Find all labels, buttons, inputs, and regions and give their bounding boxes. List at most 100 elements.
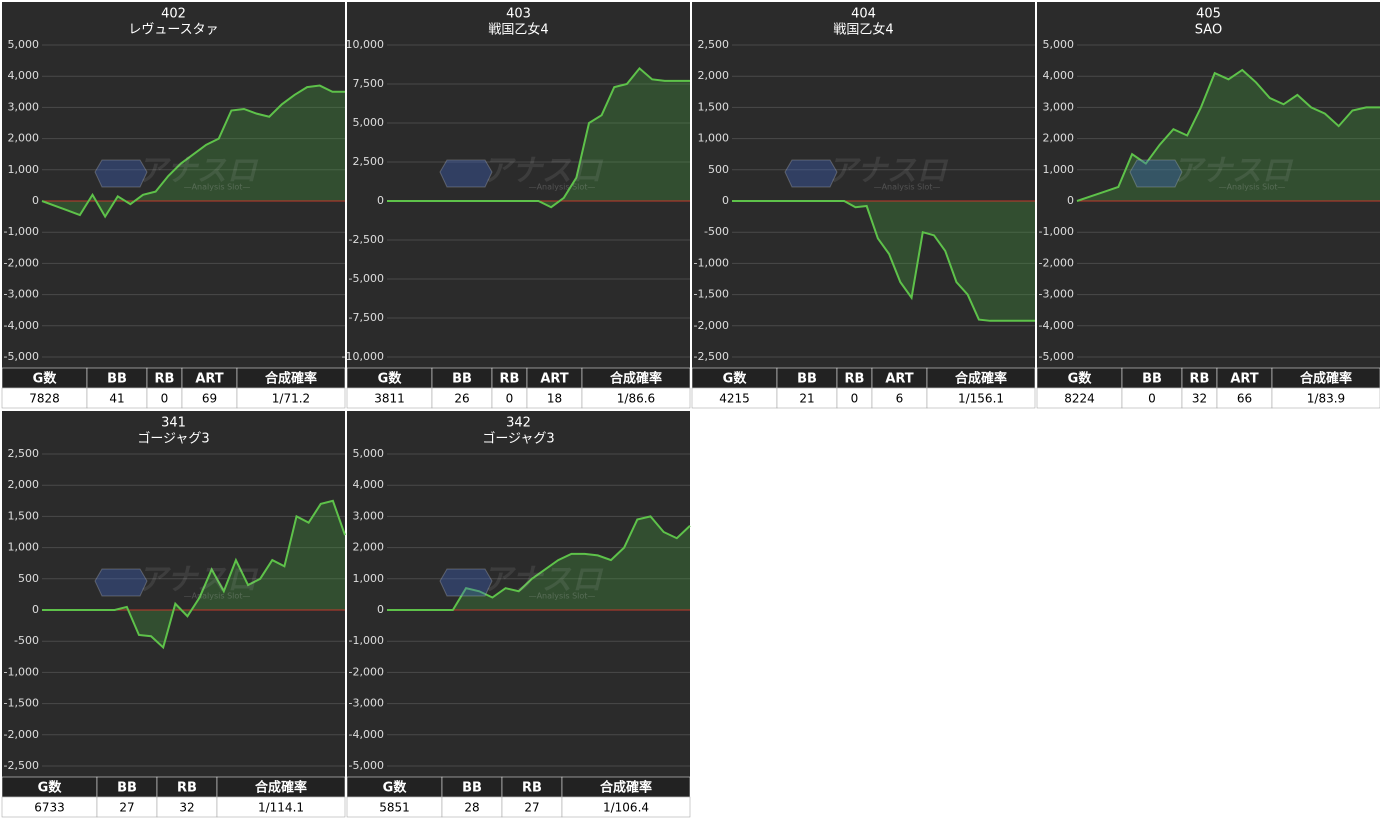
- table-header: 合成確率: [955, 371, 1007, 387]
- watermark-sub: —Analysis Slot—: [1219, 183, 1286, 192]
- y-tick-label: 0: [722, 194, 729, 207]
- panel-bg: [2, 2, 345, 368]
- y-tick-label: 1,000: [8, 163, 40, 176]
- table-value: 1/156.1: [958, 392, 1004, 406]
- table-value: 5851: [379, 801, 410, 815]
- table-header: G数: [33, 371, 58, 387]
- y-tick-label: 3,000: [353, 509, 385, 522]
- y-tick-label: -4,000: [349, 728, 384, 741]
- watermark-logo: アナスロ: [1172, 154, 1293, 189]
- table-value: 6: [896, 392, 904, 406]
- table-cell: [581, 387, 691, 409]
- table-value: 32: [179, 801, 194, 815]
- series-line: [41, 84, 345, 219]
- y-tick-label: -1,000: [349, 634, 384, 647]
- area: [387, 68, 690, 208]
- y-tick-label: -5,000: [349, 272, 384, 285]
- area: [42, 85, 345, 217]
- y-tick-label: -1,000: [694, 256, 729, 269]
- series-line: [42, 499, 346, 650]
- table-value: 69: [202, 392, 217, 406]
- y-tick-label: -7,500: [349, 311, 384, 324]
- watermark-logo: アナスロ: [482, 563, 603, 598]
- table-header: ART: [540, 372, 568, 387]
- table-header: RB: [177, 781, 197, 796]
- y-tick-label: 3,000: [8, 100, 40, 113]
- y-tick-label: -2,000: [4, 728, 39, 741]
- y-tick-label: 500: [18, 572, 39, 585]
- table-header: BB: [462, 781, 482, 796]
- y-tick-label: 7,500: [353, 77, 385, 90]
- chart-title: 342: [506, 416, 531, 431]
- table-header: RB: [155, 372, 175, 387]
- y-tick-label: 2,500: [8, 447, 40, 460]
- y-tick-label: 1,000: [1043, 163, 1075, 176]
- table-value: 0: [161, 392, 169, 406]
- y-tick-label: -500: [704, 225, 729, 238]
- table-header: G数: [1068, 371, 1093, 387]
- table-value: 0: [506, 392, 514, 406]
- y-tick-label: 3,000: [1043, 100, 1075, 113]
- y-tick-label: 2,500: [698, 38, 730, 51]
- y-tick-label: -1,500: [694, 288, 729, 301]
- chart-title: 403: [506, 7, 531, 22]
- y-tick-label: 4,000: [8, 69, 40, 82]
- table-header: 合成確率: [600, 780, 652, 796]
- table-value: 1/86.6: [617, 392, 655, 406]
- y-tick-label: -3,000: [349, 697, 384, 710]
- watermark-icon: [94, 159, 148, 188]
- table-cell: [1271, 387, 1380, 409]
- y-tick-label: -1,000: [1039, 225, 1074, 238]
- area: [42, 500, 345, 648]
- table-value: 6733: [34, 801, 65, 815]
- y-tick-label: 500: [708, 163, 729, 176]
- watermark-icon: [439, 159, 493, 188]
- table-value: 27: [119, 801, 134, 815]
- watermark-icon: [1129, 159, 1183, 188]
- table-header: BB: [797, 372, 817, 387]
- y-tick-label: -3,000: [1039, 288, 1074, 301]
- table-value: 32: [1192, 392, 1207, 406]
- table-header: G数: [378, 371, 403, 387]
- table-header: BB: [452, 372, 472, 387]
- table-value: 4215: [719, 392, 750, 406]
- panel-bg: [347, 2, 690, 368]
- series-line: [387, 515, 691, 611]
- y-tick-label: 5,000: [8, 38, 40, 51]
- table-header: RB: [1190, 372, 1210, 387]
- y-tick-label: -2,000: [694, 319, 729, 332]
- watermark-sub: —Analysis Slot—: [874, 183, 941, 192]
- y-tick-label: -2,500: [694, 350, 729, 363]
- table-cell: [561, 796, 691, 818]
- y-tick-label: 1,000: [8, 541, 40, 554]
- table-header: RB: [522, 781, 542, 796]
- table-value: 1/114.1: [258, 801, 304, 815]
- y-tick-label: 0: [377, 603, 384, 616]
- table-value: 27: [524, 801, 539, 815]
- y-tick-label: 4,000: [353, 478, 385, 491]
- series-line: [732, 200, 1035, 322]
- table-header: ART: [1230, 372, 1258, 387]
- table-value: 0: [851, 392, 859, 406]
- y-tick-label: 2,000: [8, 478, 40, 491]
- y-tick-label: 1,000: [698, 132, 730, 145]
- watermark-sub: —Analysis Slot—: [529, 183, 596, 192]
- y-tick-label: 2,000: [1043, 132, 1075, 145]
- y-tick-label: 2,000: [8, 132, 40, 145]
- series-line: [1076, 68, 1380, 202]
- watermark-sub: —Analysis Slot—: [184, 592, 251, 601]
- y-tick-label: -2,500: [4, 759, 39, 772]
- area: [387, 516, 690, 610]
- chart-subtitle: ゴージャグ3: [482, 431, 554, 447]
- y-tick-label: 0: [377, 194, 384, 207]
- table-header: RB: [845, 372, 865, 387]
- y-tick-label: 1,500: [8, 509, 40, 522]
- table-value: 3811: [374, 392, 405, 406]
- table-value: 41: [109, 392, 124, 406]
- table-value: 66: [1237, 392, 1252, 406]
- table-header: BB: [107, 372, 127, 387]
- y-tick-label: -3,000: [4, 288, 39, 301]
